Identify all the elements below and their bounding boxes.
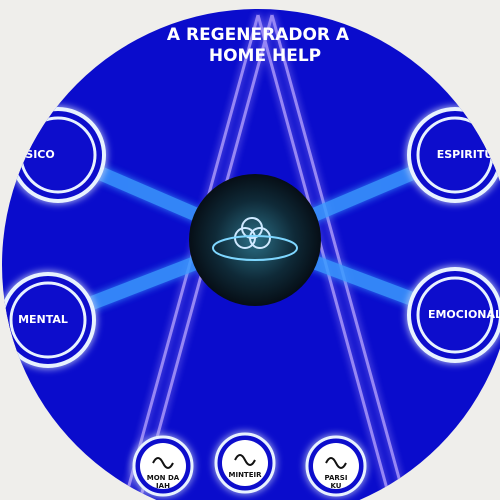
button-icon [325,457,347,469]
node-button[interactable]: MENTAL [2,272,96,368]
button-face [222,440,268,486]
node-ring [2,272,96,368]
node-button[interactable]: EMOCIONAL [407,267,500,363]
button-face [313,443,359,489]
button-face [140,443,186,489]
title-line: A REGENERADOR A [167,25,350,45]
node-ring-inner [9,281,87,359]
node-button[interactable]: SICO [10,107,106,203]
node-ring-inner [416,276,494,354]
bottom-button[interactable]: MINTEIR [214,432,276,494]
node-label: MENTAL [18,313,68,326]
title-line: HOME HELP [209,46,321,66]
node-ring [10,107,106,203]
node-label: ESPIRITU [437,148,494,161]
node-label: EMOCIONAL [428,308,500,321]
button-icon [234,454,256,466]
button-label: IAH [156,482,170,490]
button-label: MINTEIR [229,471,263,479]
button-label: MON DA [147,474,180,482]
button-label: KU [331,482,342,490]
button-icon [152,457,174,469]
node-button[interactable]: ESPIRITU [407,107,500,203]
button-label: PARSI [325,474,348,482]
node-ring [407,267,500,363]
logo-icon [212,217,298,261]
node-label: SICO [25,148,54,161]
